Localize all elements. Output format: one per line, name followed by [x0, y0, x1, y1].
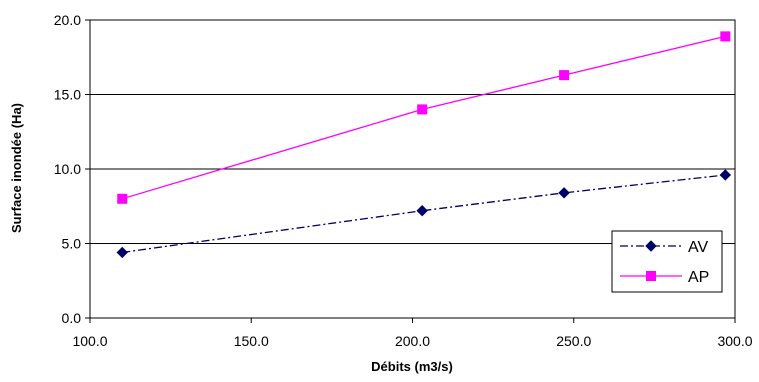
legend-item-ap: AP: [620, 269, 709, 286]
data-point-square: [417, 104, 428, 115]
series-ap: [117, 31, 731, 204]
data-point-square: [720, 31, 731, 42]
x-tick-label: 300.0: [717, 333, 752, 349]
gridlines: [90, 94, 735, 244]
series-av: [116, 169, 732, 259]
y-tick-label: 20.0: [54, 12, 81, 28]
axis-ticks: 0.0 5.0 10.0 15.0 20.0 100.0 150.0 200.0 250.0 30…: [54, 12, 753, 349]
data-point-diamond: [416, 205, 428, 217]
legend: AV AP: [611, 230, 723, 293]
data-point-square: [559, 70, 570, 81]
series-line: [122, 174, 726, 254]
series-line: [122, 35, 726, 200]
x-tick-label: 150.0: [234, 333, 269, 349]
y-tick-label: 10.0: [54, 161, 81, 177]
data-point-diamond: [558, 187, 570, 199]
y-tick-label: 0.0: [62, 310, 82, 326]
data-point-diamond: [116, 246, 128, 259]
legend-label: AP: [688, 269, 709, 286]
legend-item-av: AV: [620, 239, 708, 256]
data-point-diamond: [719, 169, 732, 181]
x-axis-title: Débits (m3/s): [371, 359, 453, 374]
data-point-square: [117, 193, 128, 204]
x-tick-label: 250.0: [556, 333, 591, 349]
y-axis-title: Surface inondée (Ha): [9, 103, 24, 233]
x-tick-label: 100.0: [72, 333, 107, 349]
y-tick-label: 15.0: [54, 87, 81, 103]
data-point-diamond: [645, 240, 657, 252]
data-point-square: [646, 271, 656, 281]
legend-label: AV: [688, 239, 708, 256]
legend-box: [611, 230, 723, 293]
x-tick-label: 200.0: [395, 333, 430, 349]
series-layer: [116, 31, 732, 259]
y-tick-label: 5.0: [62, 236, 82, 252]
